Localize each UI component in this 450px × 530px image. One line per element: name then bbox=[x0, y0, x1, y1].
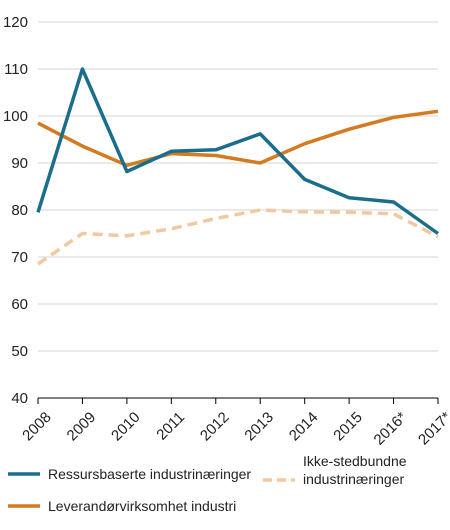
y-axis-ticks: 40 50 60 70 80 90 100 110 120 bbox=[3, 14, 28, 407]
x-tick-label: 2008 bbox=[19, 409, 55, 445]
x-tick-label: 2010 bbox=[108, 409, 144, 445]
grid-lines bbox=[38, 21, 438, 399]
y-tick-label: 50 bbox=[11, 343, 28, 360]
series-line-1 bbox=[36, 67, 440, 235]
y-tick-label: 80 bbox=[11, 202, 28, 219]
series-line-2 bbox=[37, 109, 439, 168]
series-lines bbox=[36, 67, 440, 266]
x-tick-label: 2014 bbox=[286, 409, 322, 445]
y-tick-label: 70 bbox=[11, 249, 28, 266]
y-tick-label: 100 bbox=[3, 108, 28, 125]
legend-label-3: industrinæringer bbox=[303, 471, 404, 487]
y-tick-label: 60 bbox=[11, 296, 28, 313]
x-tick-label: 2012 bbox=[197, 409, 233, 445]
x-tick-label: 2013 bbox=[241, 409, 277, 445]
y-tick-label: 40 bbox=[11, 390, 28, 407]
series-line-3 bbox=[37, 208, 439, 266]
y-tick-label: 110 bbox=[4, 61, 28, 78]
x-tick-label: 2015 bbox=[330, 409, 366, 445]
legend-label-3: Ikke-stedbundne bbox=[303, 453, 407, 469]
x-tick-label: 2011 bbox=[153, 409, 188, 444]
x-axis-ticks: 2008 2009 2010 2011 2012 2013 2014 2015 2016* 201… bbox=[19, 398, 450, 449]
legend-label-1: Ressursbaserte industrinæringer bbox=[48, 466, 251, 482]
legend-label-2: Leverandørvirksomhet industri bbox=[48, 498, 236, 514]
x-tick-label: 2009 bbox=[64, 409, 100, 445]
y-tick-label: 90 bbox=[11, 155, 28, 172]
x-tick-label: 2017* bbox=[415, 409, 450, 449]
legend: Ressursbaserte industrinæringer Leverandø… bbox=[8, 453, 407, 514]
y-tick-label: 120 bbox=[3, 14, 28, 31]
x-tick-label: 2016* bbox=[371, 409, 411, 449]
